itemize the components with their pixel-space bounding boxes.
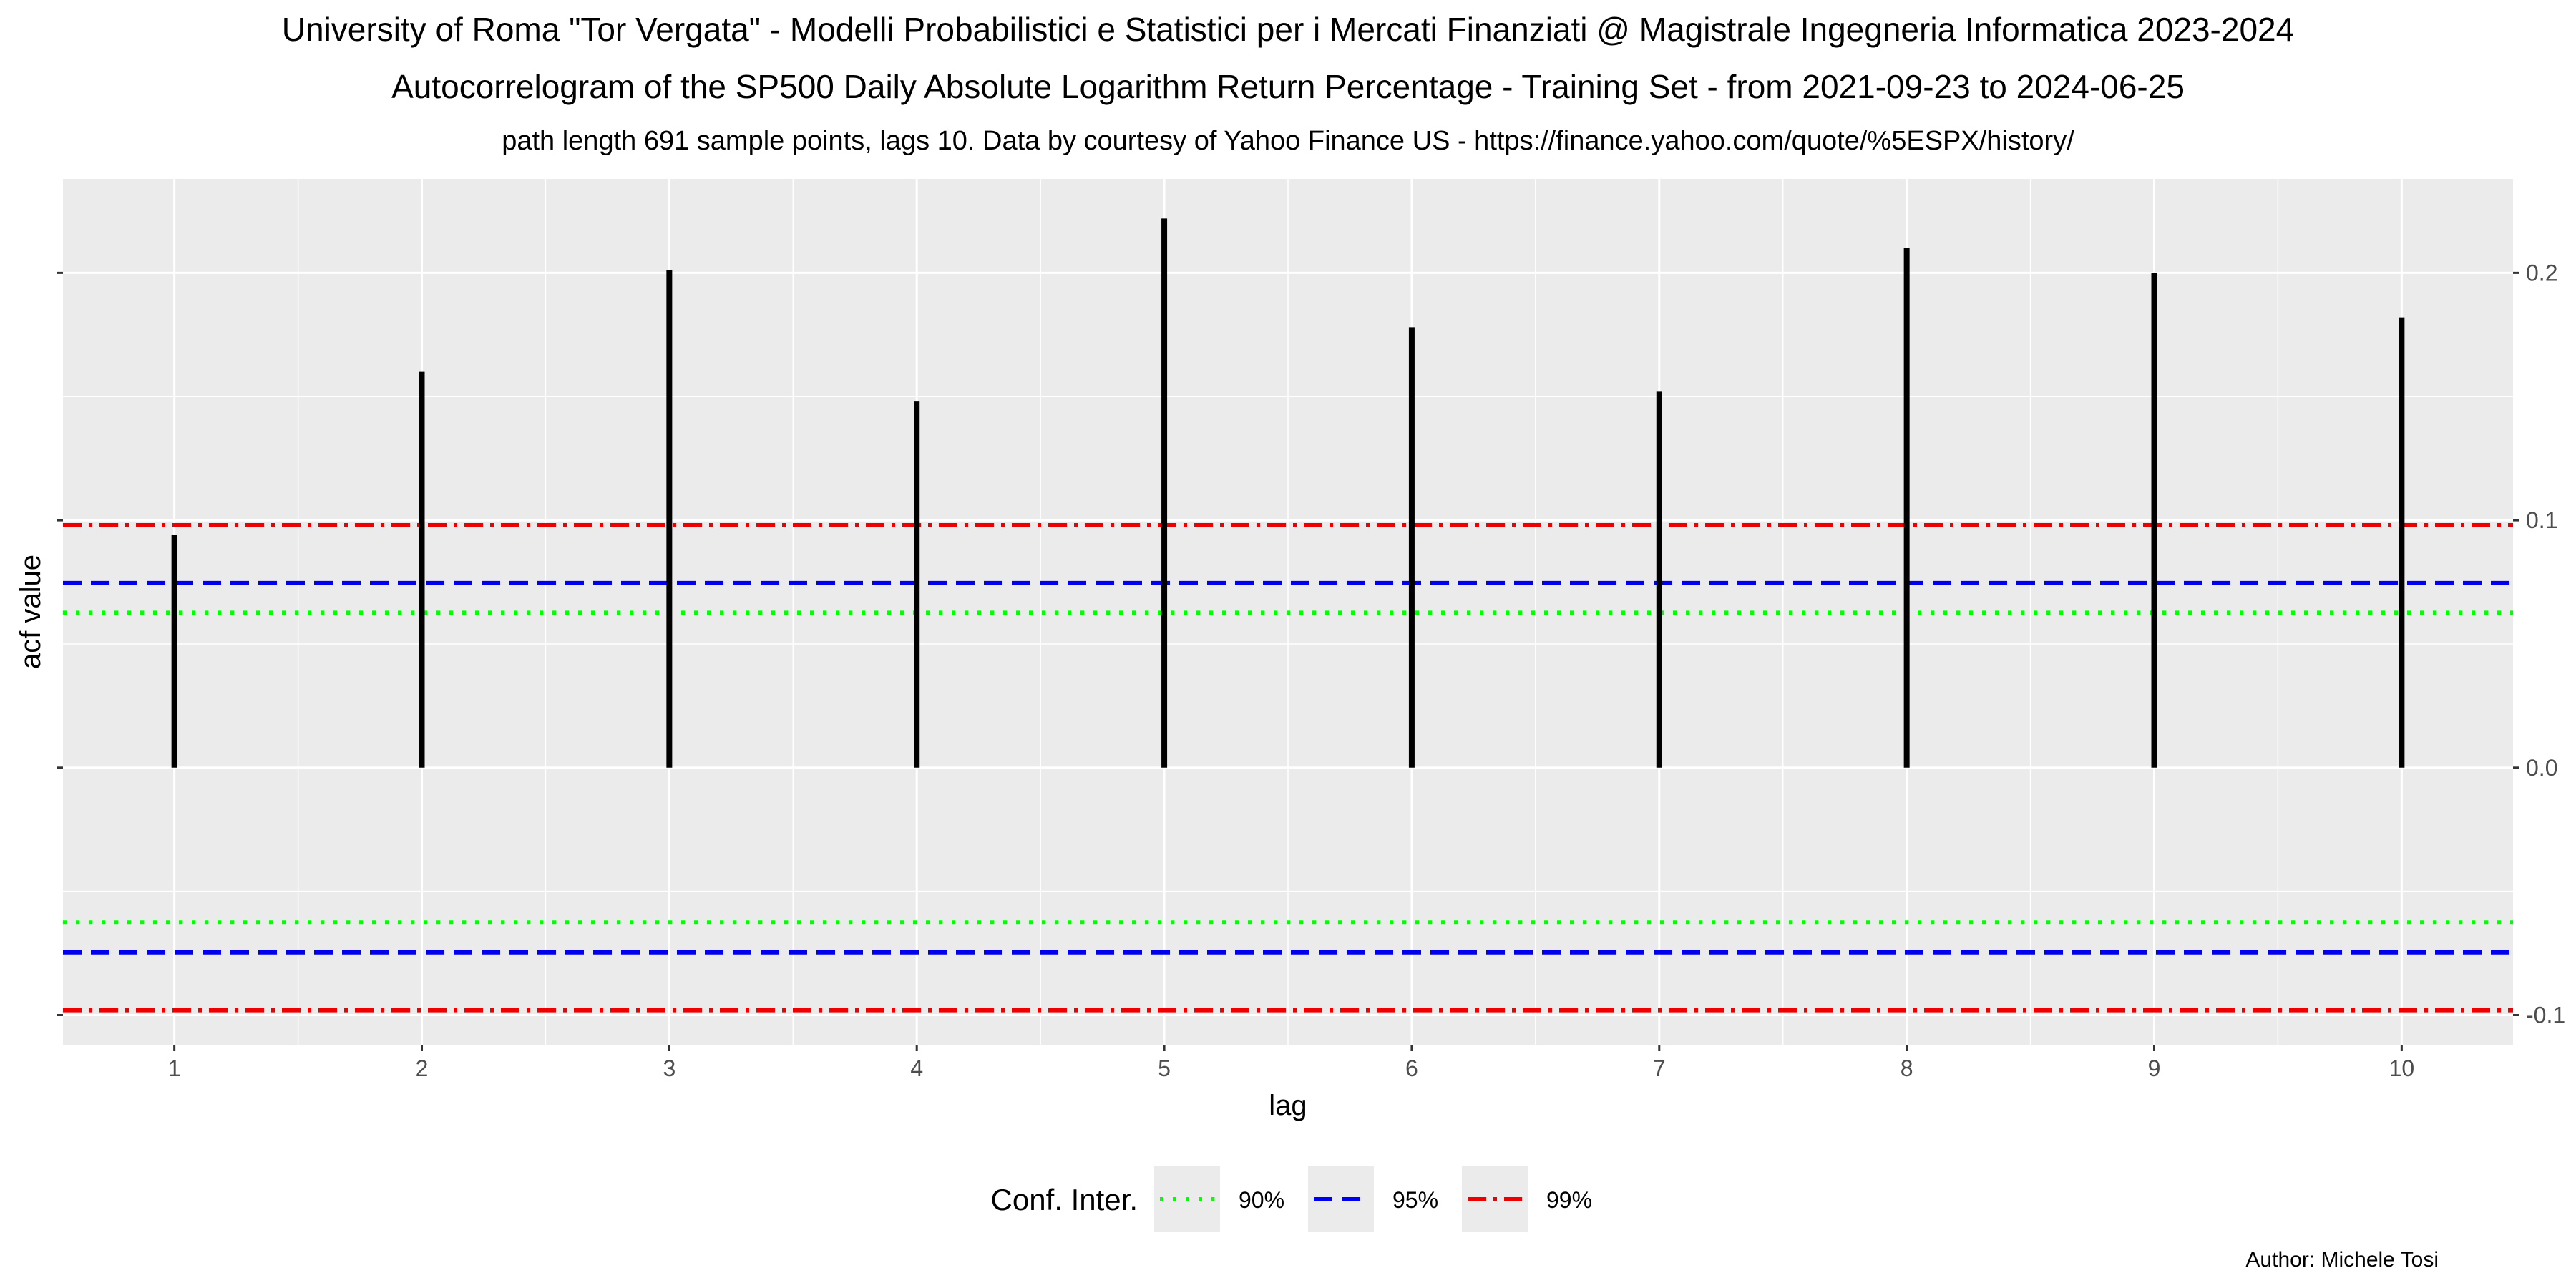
x-tick-label: 6 xyxy=(1405,1055,1418,1081)
x-tick-label: 7 xyxy=(1653,1055,1666,1081)
legend-label: 99% xyxy=(1546,1187,1592,1213)
x-axis-title: lag xyxy=(1269,1090,1307,1121)
x-tick-label: 3 xyxy=(663,1055,675,1081)
x-tick-label: 4 xyxy=(910,1055,923,1081)
x-tick-label: 10 xyxy=(2389,1055,2415,1081)
author-caption: Author: Michele Tosi xyxy=(2245,1248,2439,1272)
y-axis-title: acf value xyxy=(15,555,47,669)
y-tick-label: 0.2 xyxy=(2526,260,2557,286)
chart-note: path length 691 sample points, lags 10. … xyxy=(502,126,2074,156)
x-tick-label: 2 xyxy=(416,1055,429,1081)
x-tick-label: 1 xyxy=(168,1055,181,1081)
chart-title: University of Roma "Tor Vergata" - Model… xyxy=(281,11,2295,48)
legend-label: 90% xyxy=(1239,1187,1284,1213)
legend-label: 95% xyxy=(1392,1187,1438,1213)
y-tick-label: 0.0 xyxy=(2526,755,2557,781)
chart-subtitle: Autocorrelogram of the SP500 Daily Absol… xyxy=(391,68,2185,105)
x-tick-label: 9 xyxy=(2148,1055,2161,1081)
x-tick-label: 5 xyxy=(1158,1055,1171,1081)
y-tick-label: 0.1 xyxy=(2526,507,2557,533)
y-tick-label: -0.1 xyxy=(2526,1002,2565,1028)
legend-title: Conf. Inter. xyxy=(991,1183,1138,1216)
x-tick-label: 8 xyxy=(1901,1055,1913,1081)
